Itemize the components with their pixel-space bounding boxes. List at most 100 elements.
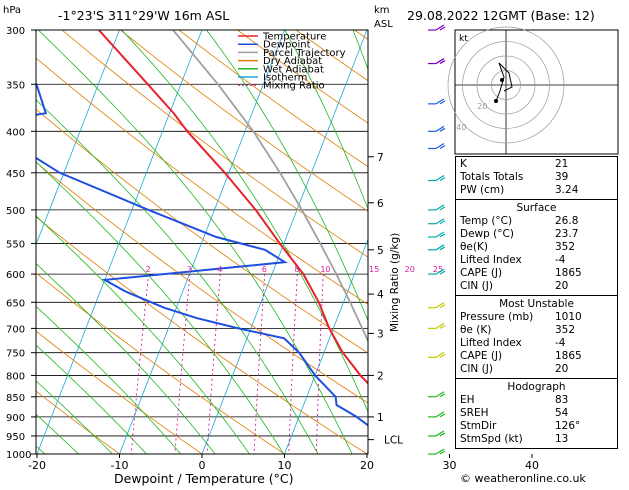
unstable-value: -4 xyxy=(555,337,613,350)
surface-label: CAPE (J) xyxy=(460,267,502,280)
mixing-ratio-label: 15 xyxy=(369,265,379,274)
wet-adiabat-line xyxy=(0,30,162,471)
index-value: 39 xyxy=(555,171,613,184)
most-unstable-box: Most Unstable Pressure (mb)1010 θe (K)35… xyxy=(455,296,618,379)
mixing-ratio-line xyxy=(406,274,408,454)
unstable-value: 352 xyxy=(555,324,613,337)
wet-adiabat-line xyxy=(38,30,360,471)
wet-adiabat-line xyxy=(122,30,394,471)
pressure-tick-label: 550 xyxy=(6,239,25,250)
height-km-tick-label: 4 xyxy=(377,289,384,301)
surface-row: CIN (J)20 xyxy=(460,280,613,293)
pressure-tick-label: 800 xyxy=(6,371,25,382)
series-dewpoint xyxy=(0,30,398,454)
surface-value: 20 xyxy=(555,280,613,293)
isotherm-line xyxy=(37,30,202,454)
hodograph-label: StmSpd (kt) xyxy=(460,433,523,446)
height-km-tick-label: 3 xyxy=(377,328,384,340)
series-temperature xyxy=(99,30,423,454)
wind-barb-flag xyxy=(436,219,444,224)
wind-barb-flag xyxy=(436,323,444,328)
wind-barb-flag xyxy=(436,99,444,104)
unstable-label: Lifted Index xyxy=(460,337,522,350)
pressure-tick-label: 500 xyxy=(6,206,25,217)
height-km-tick-label: 2 xyxy=(377,370,384,382)
x-axis-label: Dewpoint / Temperature (°C) xyxy=(114,471,293,486)
hodograph-value: 13 xyxy=(555,433,613,446)
surface-row: Temp (°C)26.8 xyxy=(460,215,613,228)
legend-label: Mixing Ratio xyxy=(263,81,325,92)
index-label: Totals Totals xyxy=(460,171,523,184)
wet-adiabat-line xyxy=(0,30,294,471)
pressure-tick-label: 850 xyxy=(6,393,25,404)
surface-value: -4 xyxy=(555,254,613,267)
unstable-row: Pressure (mb)1010 xyxy=(460,311,613,324)
wind-barb-flag xyxy=(436,392,444,397)
wind-barb-flag xyxy=(436,431,444,436)
surface-label: Temp (°C) xyxy=(460,215,512,228)
unstable-label: Pressure (mb) xyxy=(460,311,533,324)
surface-value: 23.7 xyxy=(555,228,613,241)
pressure-tick-label: 600 xyxy=(6,270,25,281)
surface-row: θe(K)352 xyxy=(460,241,613,254)
wind-barb-flag xyxy=(436,25,444,30)
wind-barb-flag xyxy=(436,352,444,357)
wind-barb-flag xyxy=(436,205,444,210)
index-label: K xyxy=(460,158,467,171)
wind-barb-flag xyxy=(436,126,444,131)
hodograph-storm-dot xyxy=(500,78,504,82)
series-parcel-trajectory xyxy=(173,30,423,454)
temperature-tick-label: 40 xyxy=(525,459,539,472)
wind-barb-flag xyxy=(436,245,444,250)
hodograph-label: EH xyxy=(460,394,475,407)
pressure-axis: 3003504004505005506006507007508008509009… xyxy=(6,26,36,461)
unstable-row: CAPE (J)1865 xyxy=(460,350,613,363)
lcl-label: LCL xyxy=(384,435,403,447)
hpa-unit-label: hPa xyxy=(3,5,21,16)
mixing-ratio-label: 2 xyxy=(146,265,151,274)
wind-barb-flag xyxy=(436,143,444,148)
hodograph-title: Hodograph xyxy=(460,381,613,394)
height-km-tick-label: 7 xyxy=(377,152,384,164)
temperature-tick-label: 30 xyxy=(443,459,457,472)
mixing-ratio-label: 20 xyxy=(405,265,415,274)
mixing-ratio-axis-label: Mixing Ratio (g/kg) xyxy=(389,233,401,332)
surface-row: Dewp (°C)23.7 xyxy=(460,228,613,241)
surface-value: 352 xyxy=(555,241,613,254)
mixing-ratio-label: 10 xyxy=(320,265,330,274)
pressure-tick-label: 700 xyxy=(6,324,25,335)
unstable-label: CIN (J) xyxy=(460,363,493,376)
isotherm-line xyxy=(285,30,450,454)
hodograph-start-dot xyxy=(494,99,498,103)
wet-adiabat-line xyxy=(285,30,460,471)
pressure-tick-label: 650 xyxy=(6,298,25,309)
surface-value: 1865 xyxy=(555,267,613,280)
index-value: 3.24 xyxy=(555,184,613,197)
pressure-tick-label: 400 xyxy=(6,127,25,138)
wind-barb-flag xyxy=(436,412,444,417)
wet-adiabat-line xyxy=(0,30,327,471)
surface-box: Surface Temp (°C)26.8 Dewp (°C)23.7 θe(K… xyxy=(455,200,618,296)
pressure-tick-label: 300 xyxy=(6,26,25,37)
surface-row: Lifted Index-4 xyxy=(460,254,613,267)
mixing-ratio-line xyxy=(207,274,220,454)
dry-adiabat-line xyxy=(0,30,367,454)
wet-adiabat-line xyxy=(0,30,30,471)
wet-adiabat-line xyxy=(0,30,261,471)
wind-barb-flag xyxy=(436,59,444,64)
hodograph-value: 54 xyxy=(555,407,613,420)
mixing-ratio-label: 3 xyxy=(187,265,192,274)
dry-adiabat-line xyxy=(0,30,202,454)
unstable-value: 20 xyxy=(555,363,613,376)
unstable-label: θe (K) xyxy=(460,324,491,337)
pressure-tick-label: 950 xyxy=(6,432,25,443)
unstable-row: θe (K) 352 xyxy=(460,324,613,337)
mixing-ratio-line xyxy=(368,274,372,454)
hodograph-ring-label: 20 xyxy=(477,102,487,111)
